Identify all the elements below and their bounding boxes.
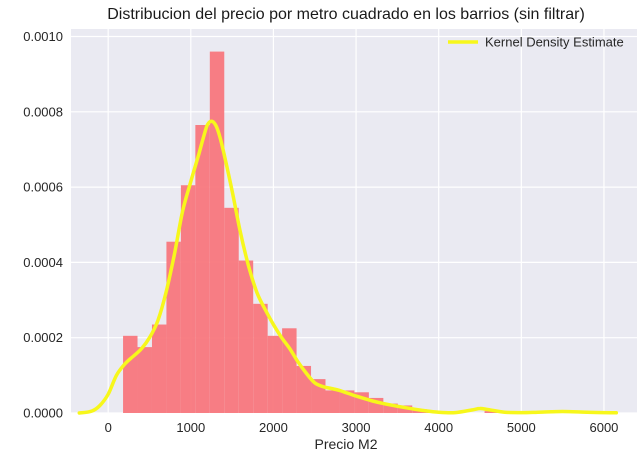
- y-tick-label: 0.0004: [23, 255, 63, 270]
- histogram-bar: [137, 347, 152, 413]
- legend-label: Kernel Density Estimate: [485, 35, 624, 50]
- histogram-bar: [267, 335, 283, 413]
- histogram-bar: [195, 125, 210, 413]
- y-tick-label: 0.0000: [23, 406, 63, 421]
- legend: Kernel Density Estimate: [448, 35, 624, 50]
- x-tick-label: 0: [105, 420, 112, 435]
- y-tick-label: 0.0008: [23, 104, 63, 119]
- chart-title: Distribucion del precio por metro cuadra…: [107, 6, 585, 23]
- histogram-bars: [123, 51, 572, 414]
- x-tick-label: 6000: [589, 420, 618, 435]
- histogram-bar: [484, 411, 500, 413]
- y-tick-label: 0.0006: [23, 180, 63, 195]
- histogram-bar: [166, 241, 181, 413]
- histogram-bar: [296, 365, 312, 413]
- x-tick-label: 1000: [176, 420, 205, 435]
- histogram-bar: [253, 303, 268, 413]
- kde-line: [77, 119, 619, 415]
- x-tick-label: 4000: [424, 420, 453, 435]
- x-axis-label: Precio M2: [314, 436, 377, 452]
- histogram-bar: [151, 324, 167, 413]
- x-tick-label: 5000: [507, 420, 536, 435]
- x-tick-label: 3000: [342, 420, 371, 435]
- y-tick-labels: 0.0000 0.0002 0.0004 0.0006 0.0008 0.0010: [23, 29, 63, 420]
- histogram-bar: [180, 185, 196, 413]
- histogram-bar: [325, 390, 340, 413]
- x-tick-labels: 0 1000 2000 3000 4000 5000 6000: [105, 420, 619, 435]
- histogram-bar: [209, 51, 225, 414]
- histogram-bar: [383, 403, 398, 413]
- histogram-bar: [282, 328, 297, 413]
- x-tick-label: 2000: [259, 420, 288, 435]
- y-tick-label: 0.0010: [23, 29, 63, 44]
- histogram-bar: [123, 335, 138, 413]
- y-tick-label: 0.0002: [23, 330, 63, 345]
- histogram-bar: [224, 207, 239, 413]
- histogram-bar: [238, 260, 254, 413]
